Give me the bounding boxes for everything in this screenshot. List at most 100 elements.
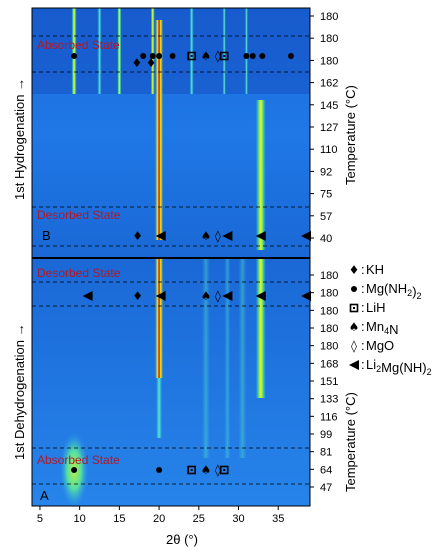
- panel-B-dark-band: [32, 8, 310, 94]
- temperature-axis: 180 180 180 162 145 127 110 92 75 57 40 180 180 180 18…: [310, 11, 338, 494]
- legend-entry: ♠: Mn4N: [349, 319, 399, 337]
- temp-tick-label: 127: [320, 122, 338, 134]
- marker-mn4n: ♠: [201, 289, 212, 303]
- temp-tick-label: 168: [320, 358, 338, 370]
- streak: [155, 258, 164, 378]
- legend-label: LiH: [366, 300, 386, 315]
- temp-tick-label: 151: [320, 376, 338, 388]
- legend-entry: : Mg(NH2)2: [351, 281, 422, 301]
- temp-tick-label: 180: [320, 11, 338, 23]
- temp-tick-label: 75: [320, 189, 332, 201]
- legend-colon: :: [361, 338, 365, 353]
- marker-mn4n: ♠: [201, 49, 212, 63]
- marker-mgo: ◊: [215, 289, 221, 303]
- legend-symbol: ♦: [349, 263, 360, 277]
- x-axis-title: 2θ (°): [166, 532, 198, 547]
- legend-label: Mn4N: [366, 319, 398, 337]
- streak: [255, 100, 266, 250]
- temp-tick-label: 133: [320, 394, 338, 406]
- temp-tick-label: 162: [320, 78, 338, 90]
- x-tick-label: 30: [232, 513, 244, 525]
- streak: [222, 8, 226, 94]
- legend-label: Li2Mg(NH)2: [366, 357, 432, 377]
- temp-tick-label: 180: [320, 323, 338, 335]
- x-tick-label: 15: [113, 513, 125, 525]
- legend-colon: :: [361, 357, 365, 372]
- legend-symbol: ♠: [349, 320, 360, 334]
- marker-li2mgnh2: [255, 291, 266, 301]
- streak: [255, 258, 266, 398]
- state-dashed-lines: [32, 35, 310, 485]
- marker-mgnh22: [287, 53, 294, 59]
- marker-kh: ♦: [132, 289, 143, 303]
- temp-tick-label: 180: [320, 341, 338, 353]
- marker-mgnh22: [156, 467, 163, 473]
- panel-A-bottom-state: Absorbed State: [37, 453, 120, 467]
- streak: [71, 8, 77, 94]
- marker-lih: [219, 51, 229, 61]
- marker-li2mgnh2: [301, 291, 312, 301]
- diffraction-streaks: [60, 8, 266, 508]
- marker-mgo: ◊: [215, 229, 221, 243]
- marker-lih: [187, 51, 196, 61]
- temp-tick-label: 180: [320, 270, 338, 282]
- marker-lih: [187, 465, 196, 475]
- streak: [244, 8, 248, 94]
- marker-kh: ♦: [146, 56, 157, 70]
- legend-entry: ◊: MgO: [351, 338, 394, 353]
- x-tick-label: 20: [153, 513, 165, 525]
- temp-tick-label: 116: [320, 411, 338, 423]
- streak: [150, 8, 155, 94]
- marker-mgnh22: [169, 53, 176, 59]
- marker-mn4n: ♠: [201, 463, 212, 477]
- temp-tick-label: 47: [320, 482, 332, 494]
- legend-entry: : Li2Mg(NH)2: [349, 357, 432, 377]
- panel-B-temperature-title: Temperature (°C): [343, 85, 358, 185]
- temp-tick-label: 92: [320, 166, 332, 178]
- marker-mgnh22: [243, 53, 250, 59]
- streak: [97, 8, 102, 94]
- legend-colon: :: [361, 319, 365, 334]
- temp-tick-label: 40: [320, 233, 332, 245]
- streak: [189, 8, 194, 94]
- temp-tick-label: 180: [320, 33, 338, 45]
- marker-lih: [219, 465, 229, 475]
- marker-mgnh22: [249, 53, 256, 59]
- marker-li2mgnh2: [155, 231, 166, 241]
- hydrogenation-label: 1st Hydrogenation →: [12, 78, 27, 200]
- marker-li2mgnh2: [82, 291, 93, 301]
- marker-mn4n: ♠: [201, 229, 212, 243]
- temp-tick-label: 180: [320, 305, 338, 317]
- legend-entry: : LiH: [349, 300, 386, 315]
- legend-label: KH: [366, 262, 384, 277]
- phase-markers: ♦ ♦ ♠ ◊♦ ♠ ◊♦ ♠ ◊♠ ◊: [71, 49, 312, 477]
- temp-tick-label: 110: [320, 144, 338, 156]
- streak: [155, 20, 164, 240]
- streak: [156, 378, 163, 438]
- marker-li2mgnh2: [155, 291, 166, 301]
- panel-A-letter: A: [40, 488, 49, 503]
- temp-tick-label: 64: [320, 464, 332, 476]
- streak: [238, 258, 247, 458]
- marker-mgo: ◊: [215, 463, 221, 477]
- x-tick-label: 25: [193, 513, 205, 525]
- temp-tick-label: 57: [320, 211, 332, 223]
- legend-entry: ♦: KH: [349, 262, 384, 277]
- legend-symbol: [351, 286, 357, 292]
- x-tick-label: 5: [37, 513, 43, 525]
- temp-tick-label: 81: [320, 447, 332, 459]
- temp-tick-label: 99: [320, 429, 332, 441]
- marker-mgnh22: [71, 53, 78, 59]
- streak: [117, 8, 122, 94]
- legend-symbol: [349, 360, 359, 370]
- panel-A-temperature-title: Temperature (°C): [343, 392, 358, 492]
- marker-mgnh22: [156, 53, 163, 59]
- streak: [224, 258, 231, 458]
- temp-tick-label: 180: [320, 288, 338, 300]
- marker-li2mgnh2: [222, 291, 233, 301]
- legend: ♦: KH: Mg(NH2)2: LiH♠: Mn4N◊: MgO: Li2Mg(NH)2: [349, 262, 432, 377]
- panel-B-top-state: Absorbed State: [37, 38, 120, 52]
- legend-colon: :: [361, 281, 365, 296]
- marker-kh: ♦: [131, 56, 142, 70]
